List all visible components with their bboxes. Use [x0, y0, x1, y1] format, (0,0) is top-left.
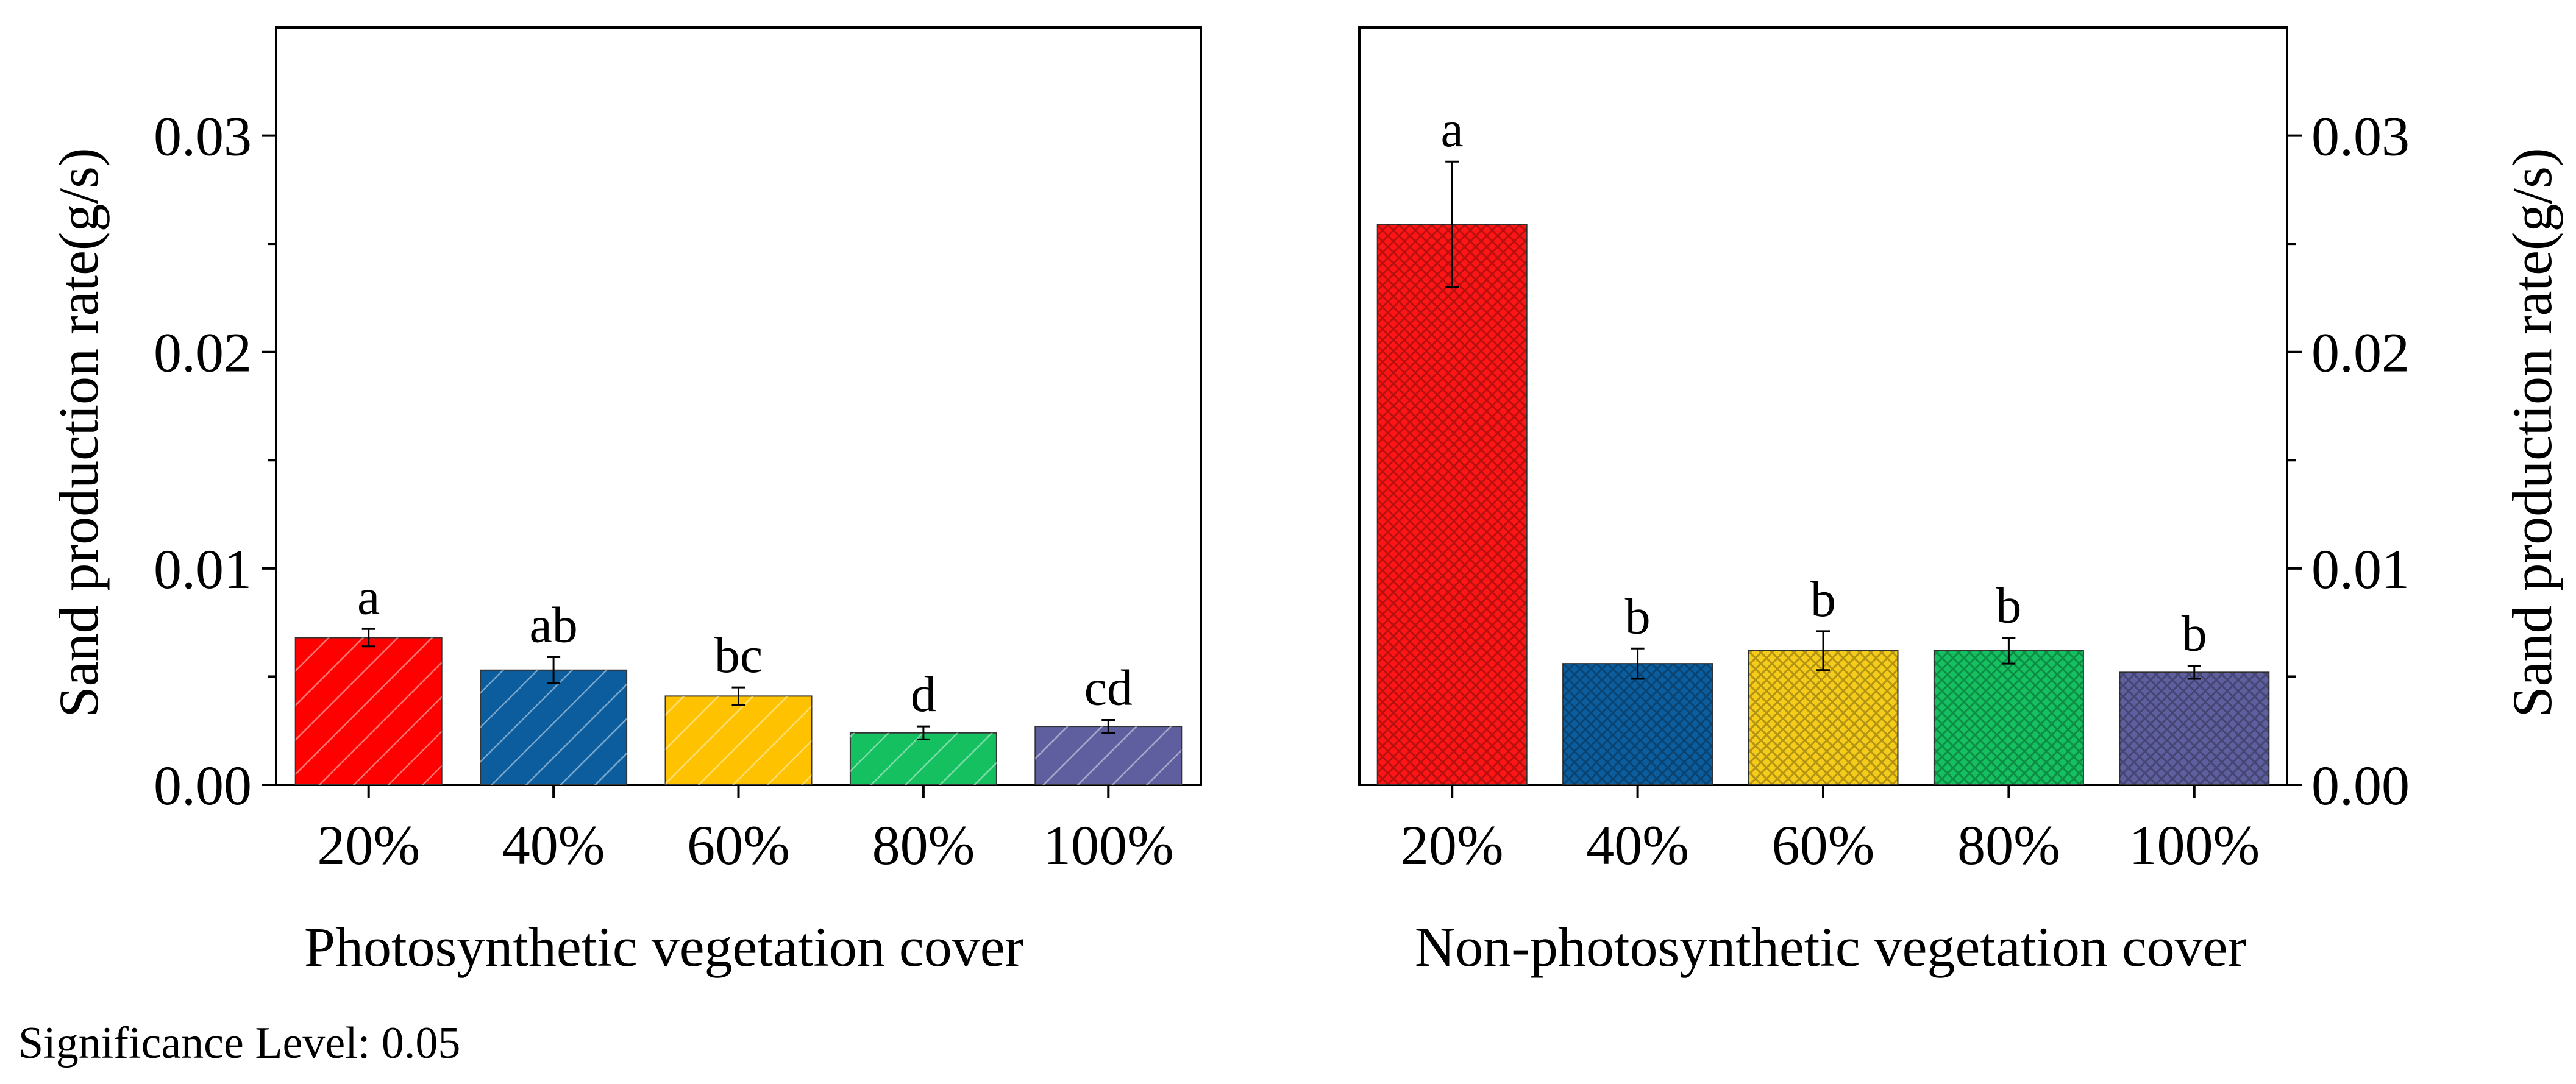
- significance-letter-60%: bc: [714, 627, 763, 684]
- x-tick-label-40%: 40%: [1586, 814, 1689, 876]
- x-tick-label-20%: 20%: [1401, 814, 1504, 876]
- chart-right-y-ticks: 0.00 0.01 0.02 0.03: [2287, 105, 2410, 817]
- significance-letter-40%: b: [1625, 588, 1651, 645]
- chart-right-x-axis-title: Non-photosynthetic vegetation cover: [1415, 916, 2246, 978]
- bar-pattern-40%: [480, 670, 627, 785]
- chart-left-x-ticks: 20% 40% 60% 80% 100%: [317, 785, 1174, 876]
- error-bar-100%: [2187, 665, 2201, 680]
- error-bar-60%: [1816, 630, 1830, 671]
- bar-pattern-60%: [665, 696, 812, 785]
- chart-right-sig-labels: a b b b b: [1441, 101, 2207, 662]
- chart-left-x-axis-title: Photosynthetic vegetation cover: [304, 916, 1023, 978]
- error-bar-20%: [361, 628, 375, 648]
- error-bar-40%: [547, 656, 561, 684]
- bar-pattern-20%: [295, 637, 442, 785]
- x-tick-label-20%: 20%: [317, 814, 420, 876]
- chart-left-y-axis-title: Sand production rate(g/s): [48, 147, 110, 717]
- chart-left-bars: [294, 637, 1183, 786]
- y-tick-label: 0.00: [2311, 754, 2410, 817]
- chart-left-sig-labels: a ab bc d cd: [357, 569, 1133, 723]
- bar-pattern-100%: [2119, 672, 2269, 785]
- y-tick-label: 0.03: [2311, 105, 2410, 168]
- y-tick-label: 0.01: [154, 538, 252, 600]
- y-tick-label: 0.03: [154, 105, 252, 168]
- y-tick-label: 0.01: [2311, 538, 2410, 600]
- y-tick-label: 0.00: [154, 754, 252, 817]
- x-tick-label-60%: 60%: [1772, 814, 1875, 876]
- chart-photosynthetic: a ab bc d cd 0.00 0.01 0.02 0.03 20% 40% 60% 80% 10…: [48, 26, 1202, 978]
- significance-letter-100%: b: [2182, 606, 2207, 662]
- chart-right-bars: [1376, 224, 2270, 785]
- chart-right-error-bars: [1445, 160, 2201, 680]
- error-bar-20%: [1445, 160, 1459, 288]
- chart-left-error-bars: [361, 628, 1115, 740]
- significance-letter-20%: a: [1441, 101, 1464, 158]
- x-tick-label-100%: 100%: [1043, 814, 1174, 876]
- bar-pattern-80%: [850, 732, 997, 785]
- error-bar-80%: [2002, 637, 2016, 665]
- significance-letter-60%: b: [1810, 571, 1836, 628]
- error-bar-40%: [1631, 647, 1645, 680]
- x-tick-label-60%: 60%: [687, 814, 790, 876]
- chart-right-y-axis-title: Sand production rate(g/s): [2501, 147, 2563, 717]
- x-tick-label-80%: 80%: [872, 814, 975, 876]
- error-bar-80%: [916, 725, 930, 740]
- bar-pattern-60%: [1748, 650, 1898, 785]
- chart-right-x-ticks: 20% 40% 60% 80% 100%: [1401, 785, 2260, 876]
- error-bar-60%: [731, 686, 745, 706]
- chart-non-photosynthetic: ab b b b 0.000.010.020.03 20% 40% 60% 80% 100% …: [1358, 26, 2563, 978]
- chart-left-y-ticks: 0.00 0.01 0.02 0.03: [154, 105, 276, 817]
- bar-pattern-40%: [1563, 664, 1713, 785]
- significance-letter-40%: ab: [529, 597, 577, 653]
- x-tick-label-100%: 100%: [2129, 814, 2260, 876]
- significance-letter-20%: a: [357, 569, 380, 625]
- bar-pattern-100%: [1035, 726, 1182, 785]
- bar-pattern-80%: [1934, 650, 2083, 785]
- x-tick-label-80%: 80%: [1957, 814, 2060, 876]
- y-tick-label: 0.02: [154, 322, 252, 384]
- significance-letter-100%: cd: [1084, 659, 1133, 716]
- y-tick-label: 0.02: [2311, 322, 2410, 384]
- x-tick-label-40%: 40%: [502, 814, 605, 876]
- bar-pattern-20%: [1377, 224, 1527, 785]
- significance-footer: Significance Level: 0.05: [18, 1018, 460, 1068]
- significance-letter-80%: d: [911, 666, 936, 723]
- significance-letter-80%: b: [1996, 578, 2021, 634]
- error-bar-100%: [1101, 718, 1115, 734]
